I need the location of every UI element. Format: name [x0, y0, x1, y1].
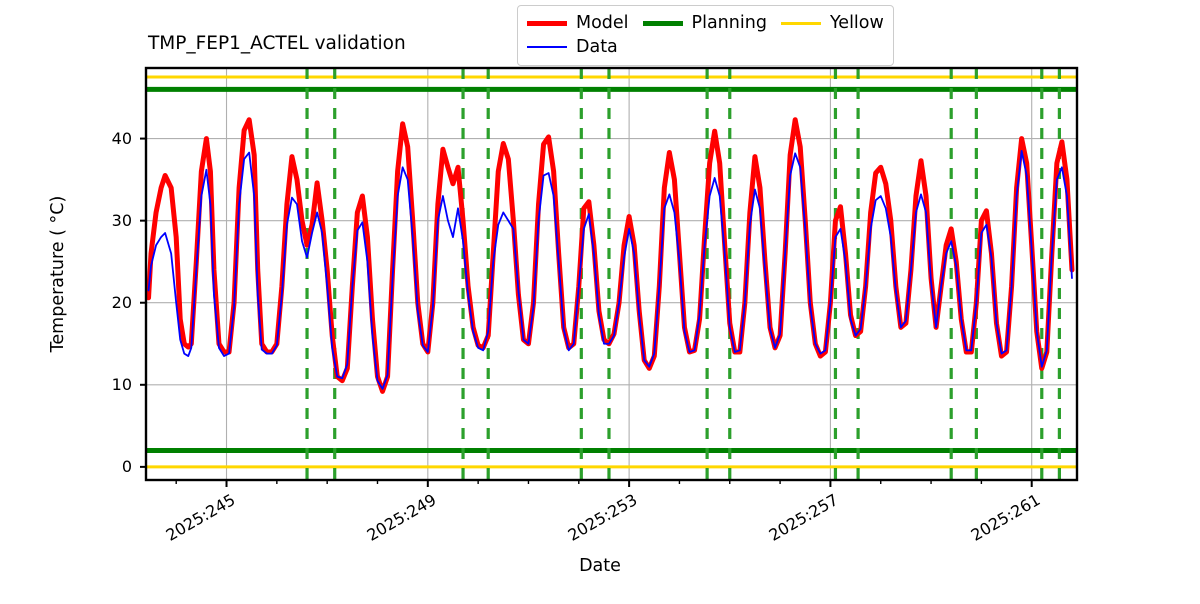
legend-label-data: Data [576, 37, 618, 57]
plot-background [146, 68, 1077, 480]
legend-row-1: Model Planning Yellow [527, 11, 884, 35]
x-axis-label: Date [579, 556, 621, 576]
legend-label-model: Model [576, 13, 629, 33]
y-tick-label: 20 [111, 292, 132, 312]
y-axis-label: Temperature ( °C) [48, 195, 68, 353]
legend-label-yellow: Yellow [829, 13, 884, 33]
series-line-data [147, 149, 1073, 390]
legend-swatch-planning [642, 20, 683, 26]
chart-legend: Model Planning Yellow Data [517, 5, 894, 66]
legend-swatch-yellow [780, 21, 821, 25]
y-tick-label: 40 [111, 128, 132, 148]
y-tick-label: 0 [121, 456, 132, 476]
legend-item-planning[interactable]: Planning [642, 11, 767, 35]
axes-spines [144, 66, 1079, 482]
legend-swatch-data [527, 46, 567, 48]
legend-row-2: Data [527, 35, 884, 59]
y-tick-label: 30 [111, 210, 132, 230]
legend-swatch-model [527, 20, 567, 26]
y-tick-label: 10 [111, 374, 132, 394]
legend-item-model[interactable]: Model [527, 11, 629, 35]
chart-title: TMP_FEP1_ACTEL validation [148, 33, 406, 54]
legend-item-data[interactable]: Data [527, 35, 618, 59]
legend-label-planning: Planning [691, 13, 767, 33]
legend-item-yellow[interactable]: Yellow [780, 11, 884, 35]
